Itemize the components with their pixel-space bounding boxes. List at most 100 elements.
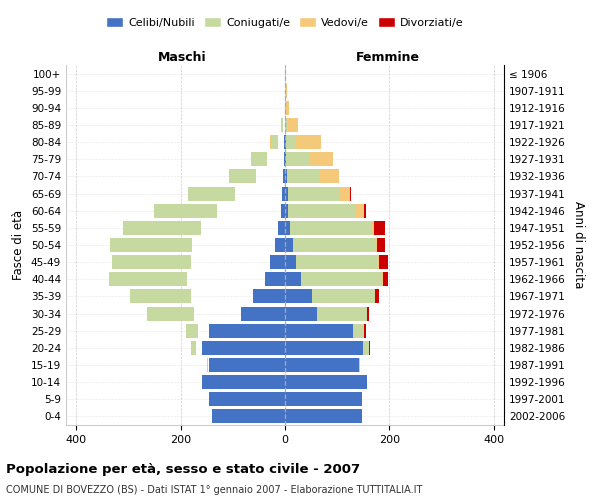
Bar (109, 272, 187, 286)
Bar (209, 392, 285, 406)
Bar (284, 152, 285, 166)
Bar (288, 204, 356, 218)
Bar (229, 170, 256, 183)
Bar (286, 101, 289, 115)
Bar (293, 238, 375, 252)
Bar (285, 238, 293, 252)
Text: Popolazione per età, sesso e stato civile - 2007: Popolazione per età, sesso e stato civil… (6, 462, 360, 475)
Bar (287, 118, 298, 132)
Bar (179, 238, 185, 252)
Bar (179, 221, 189, 235)
Bar (383, 272, 388, 286)
Bar (374, 221, 385, 235)
Bar (272, 135, 278, 149)
Bar (310, 152, 333, 166)
Bar (202, 375, 285, 389)
Bar (377, 255, 379, 269)
Bar (285, 204, 288, 218)
Bar (364, 204, 367, 218)
Bar (296, 255, 377, 269)
Bar (278, 221, 285, 235)
Bar (176, 255, 183, 269)
Bar (285, 290, 312, 304)
Bar (367, 306, 370, 320)
Bar (285, 341, 363, 355)
Bar (286, 152, 310, 166)
Bar (154, 204, 217, 218)
Bar (312, 290, 374, 304)
Bar (359, 358, 360, 372)
Bar (265, 272, 285, 286)
Bar (188, 306, 191, 320)
Bar (356, 204, 364, 218)
Bar (130, 290, 191, 304)
Bar (285, 152, 286, 166)
Bar (209, 358, 285, 372)
Bar (364, 324, 366, 338)
Bar (281, 118, 282, 132)
Text: Femmine: Femmine (356, 51, 420, 64)
Bar (257, 152, 262, 166)
Bar (110, 238, 192, 252)
Bar (147, 306, 194, 320)
Bar (285, 375, 367, 389)
Bar (281, 204, 285, 218)
Y-axis label: Fasce di età: Fasce di età (13, 210, 25, 280)
Bar (317, 306, 367, 320)
Bar (209, 324, 285, 338)
Bar (285, 118, 287, 132)
Bar (285, 101, 286, 115)
Bar (285, 221, 290, 235)
Bar (285, 186, 287, 200)
Bar (285, 410, 362, 424)
Bar (295, 135, 321, 149)
Bar (283, 170, 285, 183)
Bar (187, 324, 198, 338)
Bar (375, 290, 379, 304)
Bar (196, 324, 197, 338)
Bar (286, 84, 287, 98)
Bar (350, 186, 351, 200)
Bar (285, 358, 359, 372)
Bar (247, 170, 251, 183)
Bar (320, 170, 339, 183)
Bar (241, 306, 285, 320)
Bar (112, 255, 191, 269)
Bar (379, 255, 388, 269)
Bar (189, 255, 190, 269)
Bar (340, 186, 350, 200)
Bar (353, 324, 364, 338)
Bar (210, 204, 212, 218)
Bar (285, 170, 287, 183)
Bar (287, 170, 320, 183)
Y-axis label: Anni di nascita: Anni di nascita (572, 202, 585, 288)
Bar (285, 306, 317, 320)
Bar (275, 238, 285, 252)
Bar (230, 186, 231, 200)
Bar (285, 392, 362, 406)
Bar (212, 410, 285, 424)
Bar (377, 238, 385, 252)
Bar (229, 186, 232, 200)
Legend: Celibi/Nubili, Coniugati/e, Vedovi/e, Divorziati/e: Celibi/Nubili, Coniugati/e, Vedovi/e, Di… (104, 15, 466, 30)
Bar (285, 255, 296, 269)
Bar (363, 341, 370, 355)
Bar (124, 221, 200, 235)
Bar (282, 186, 285, 200)
Bar (290, 221, 371, 235)
Bar (287, 186, 340, 200)
Bar (190, 238, 191, 252)
Text: Maschi: Maschi (158, 51, 206, 64)
Bar (271, 255, 285, 269)
Bar (253, 290, 285, 304)
Bar (202, 341, 285, 355)
Bar (191, 341, 196, 355)
Bar (176, 272, 181, 286)
Bar (371, 221, 374, 235)
Bar (286, 135, 295, 149)
Bar (301, 272, 382, 286)
Bar (382, 272, 383, 286)
Bar (178, 290, 184, 304)
Bar (213, 204, 215, 218)
Bar (281, 118, 283, 132)
